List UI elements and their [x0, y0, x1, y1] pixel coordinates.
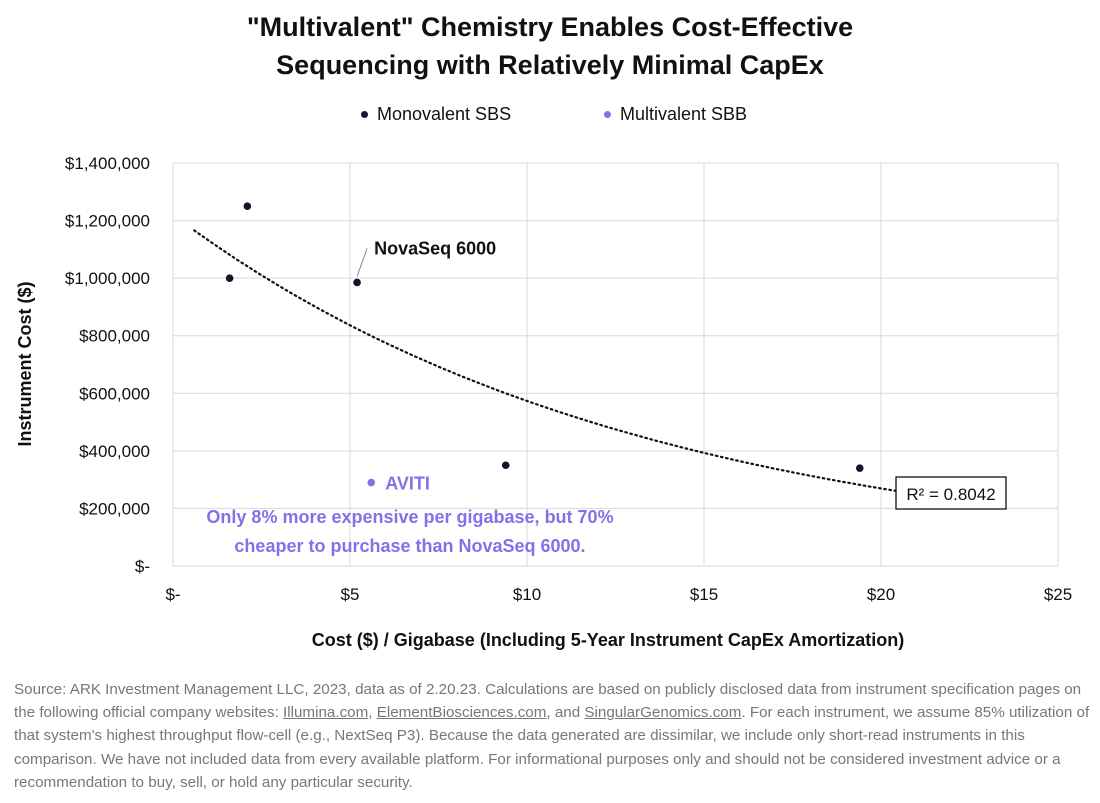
source-sep-2: , and: [546, 704, 585, 722]
aviti-label: AVITI: [385, 474, 430, 494]
source-text-end: . For each instrument, we assume 85% uti…: [14, 704, 1090, 791]
chart-title: "Multivalent" Chemistry Enables Cost-Eff…: [0, 8, 1100, 84]
aviti-note-line-2: cheaper to purchase than NovaSeq 6000.: [234, 536, 585, 556]
trendline: [193, 229, 911, 495]
x-tick-label: $25: [1044, 585, 1072, 604]
axes: $- $200,000 $400,000 $600,000 $800,000 $1,000…: [65, 154, 1072, 604]
novaseq-label: NovaSeq 6000: [374, 238, 496, 258]
legend-dot-multivalent: [604, 111, 611, 118]
data-points: [225, 202, 864, 487]
y-tick-label: $1,000,000: [65, 269, 150, 288]
multivalent-point: [367, 478, 376, 487]
monovalent-point: [855, 464, 864, 472]
x-tick-label: $20: [867, 585, 895, 604]
legend-item-monovalent: Monovalent SBS: [361, 104, 511, 125]
x-tick-label: $10: [513, 585, 541, 604]
source-sep-1: ,: [368, 704, 377, 722]
y-tick-label: $1,400,000: [65, 154, 150, 173]
y-tick-label: $400,000: [79, 442, 150, 461]
x-axis-title: Cost ($) / Gigabase (Including 5-Year In…: [312, 630, 904, 650]
legend-dot-monovalent: [361, 111, 368, 118]
monovalent-point: [225, 274, 234, 282]
y-axis-title: Instrument Cost ($): [15, 281, 35, 446]
element-biosciences-link[interactable]: ElementBiosciences.com: [376, 704, 547, 722]
gridlines: [173, 162, 1059, 566]
legend-item-multivalent: Multivalent SBB: [604, 104, 747, 125]
monovalent-point: [243, 202, 252, 210]
chart-title-line-1: "Multivalent" Chemistry Enables Cost-Eff…: [246, 12, 854, 42]
legend-label-monovalent: Monovalent SBS: [377, 104, 512, 124]
r-squared-label: R² = 0.8042: [906, 485, 995, 504]
novaseq-leader-line: [356, 248, 368, 277]
source-note: Source: ARK Investment Management LLC, 2…: [14, 678, 1094, 794]
aviti-note-line-1: Only 8% more expensive per gigabase, but…: [206, 507, 613, 527]
y-tick-label: $-: [135, 557, 150, 576]
monovalent-point: [501, 461, 510, 470]
chart-legend: Monovalent SBS Multivalent SBB: [0, 104, 1100, 128]
x-tick-label: $5: [341, 585, 360, 604]
y-tick-label: $200,000: [79, 499, 150, 518]
monovalent-point: [353, 278, 361, 287]
y-tick-label: $1,200,000: [65, 212, 150, 231]
chart-title-line-2: Sequencing with Relatively Minimal CapEx: [276, 50, 824, 80]
r-squared-frame: [895, 476, 1007, 510]
illumina-link[interactable]: Illumina.com: [283, 704, 369, 722]
y-tick-label: $600,000: [79, 384, 150, 403]
scatter-chart: $- $200,000 $400,000 $600,000 $800,000 $1,000…: [15, 154, 1072, 650]
source-text-start: Source: ARK Investment Management LLC, 2…: [14, 681, 1082, 722]
singular-genomics-link[interactable]: SingularGenomics.com: [584, 704, 742, 722]
legend-label-multivalent: Multivalent SBB: [620, 104, 748, 124]
y-tick-label: $800,000: [79, 327, 150, 346]
x-tick-label: $15: [690, 585, 718, 604]
x-tick-label: $-: [165, 585, 180, 604]
r-squared-box: R² = 0.8042: [895, 476, 1007, 510]
